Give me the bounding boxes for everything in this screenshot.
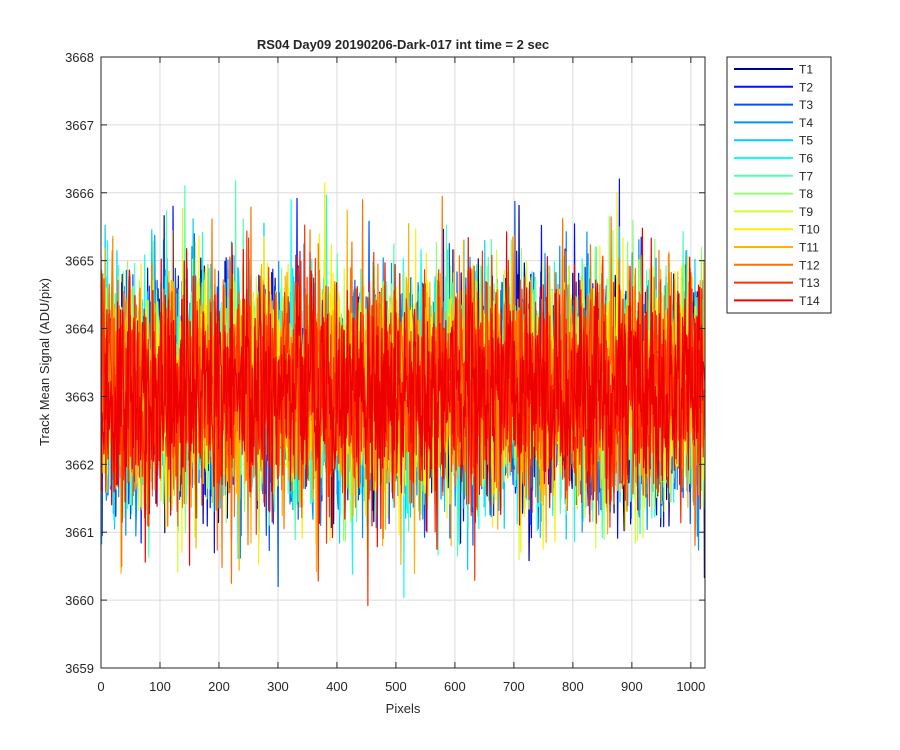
y-tick-label: 3666 xyxy=(65,186,94,201)
y-tick-label: 3663 xyxy=(65,389,94,404)
legend-label: T10 xyxy=(799,223,820,237)
legend-label: T4 xyxy=(799,116,813,130)
x-tick-label: 800 xyxy=(562,679,584,694)
x-tick-label: 400 xyxy=(326,679,348,694)
legend-items: T1 T2 T3 T4 T5 T6 T7 T8 T9 T10 T11 T12 T13 T14 xyxy=(734,63,820,308)
legend-label: T8 xyxy=(799,187,813,201)
legend-label: T12 xyxy=(799,258,820,272)
legend-label: T9 xyxy=(799,205,813,219)
series-line-t13 xyxy=(101,224,705,607)
legend-label: T5 xyxy=(799,134,813,148)
y-tick-label: 3661 xyxy=(65,525,94,540)
legend-label: T11 xyxy=(799,241,819,255)
y-tick-label: 3659 xyxy=(65,661,94,676)
y-tick-label: 3662 xyxy=(65,457,94,472)
legend-label: T14 xyxy=(799,294,820,308)
x-tick-label: 0 xyxy=(97,679,104,694)
x-tick-label: 500 xyxy=(385,679,407,694)
legend: T1 T2 T3 T4 T5 T6 T7 T8 T9 T10 T11 T12 T13 T14 xyxy=(726,56,832,314)
x-tick-label: 600 xyxy=(444,679,466,694)
y-tick-label: 3665 xyxy=(65,254,94,269)
chart-title: RS04 Day09 20190206-Dark-017 int time = … xyxy=(257,37,549,52)
y-tick-labels: 3659 3660 3661 3662 3663 3664 3665 3666 3667 3668 xyxy=(65,50,94,676)
y-tick-label: 3667 xyxy=(65,118,94,133)
y-tick-label: 3664 xyxy=(65,322,94,337)
x-tick-label: 100 xyxy=(149,679,171,694)
x-tick-labels: 0 100 200 300 400 500 600 700 800 900 1000 xyxy=(97,679,705,694)
plot-area xyxy=(100,56,706,669)
x-tick-label: 200 xyxy=(208,679,230,694)
x-tick-label: 900 xyxy=(621,679,643,694)
legend-box xyxy=(726,56,832,314)
legend-label: T7 xyxy=(799,169,813,183)
series-line-t14 xyxy=(101,227,705,566)
legend-label: T3 xyxy=(799,98,813,112)
legend-label: T6 xyxy=(799,152,813,166)
y-tick-label: 3668 xyxy=(65,50,94,65)
y-axis-label: Track Mean Signal (ADU/pix) xyxy=(37,278,52,446)
legend-label: T2 xyxy=(799,80,813,94)
legend-label: T13 xyxy=(799,276,820,290)
x-tick-label: 700 xyxy=(503,679,525,694)
x-tick-label: 300 xyxy=(267,679,289,694)
axis-ticks xyxy=(100,56,705,669)
legend-label: T1 xyxy=(799,63,813,77)
plot-frame xyxy=(100,56,706,669)
y-tick-label: 3660 xyxy=(65,593,94,608)
x-axis-label: Pixels xyxy=(386,701,421,716)
x-tick-label: 1000 xyxy=(676,679,705,694)
series-lines xyxy=(101,178,705,607)
